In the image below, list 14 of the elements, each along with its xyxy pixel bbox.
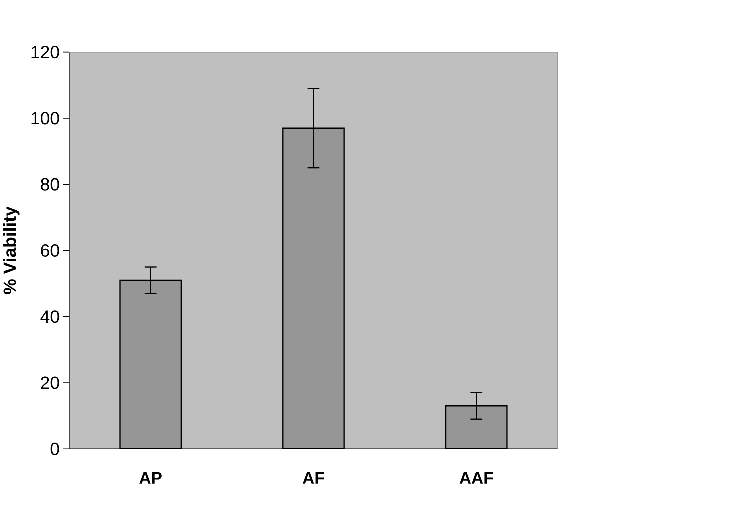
x-tick-label: AF bbox=[303, 472, 324, 484]
y-tick-label: 120 bbox=[32, 46, 60, 59]
bar bbox=[120, 280, 182, 450]
y-tick-label: 100 bbox=[32, 112, 60, 125]
y-tick-label: 0 bbox=[50, 442, 60, 456]
x-tick-label: AP bbox=[140, 472, 162, 484]
x-tick-label: AAF bbox=[460, 472, 494, 484]
y-tick-label: 20 bbox=[41, 376, 60, 390]
bar bbox=[282, 128, 345, 450]
y-tick-label: 80 bbox=[41, 178, 60, 191]
bar bbox=[445, 406, 508, 450]
y-tick-label: 60 bbox=[41, 244, 60, 257]
y-tick-label: 40 bbox=[40, 310, 60, 324]
y-axis-title: % Viability bbox=[3, 206, 20, 294]
